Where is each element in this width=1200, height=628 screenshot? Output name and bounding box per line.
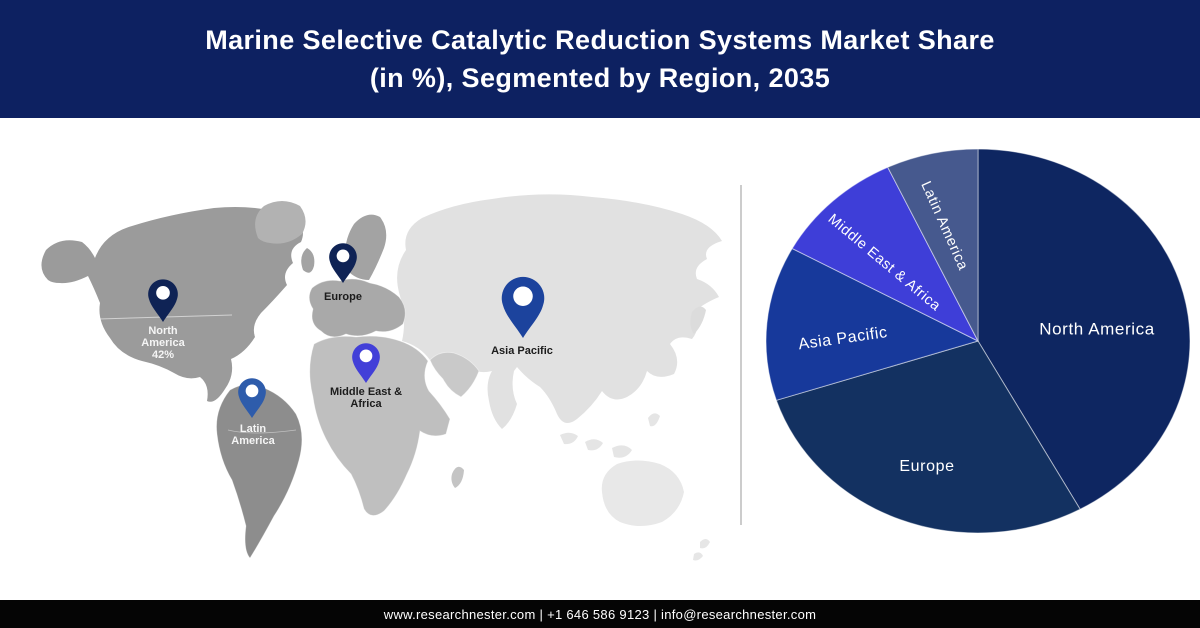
map-pin-label-middle-east-africa: Middle East &	[330, 386, 402, 398]
map-pin-label-north-america: America	[141, 337, 185, 349]
pie-slice-middle-east-africa	[791, 166, 979, 342]
pin-inner-circle	[156, 286, 170, 300]
islands-new-zealand	[693, 539, 710, 561]
map-pin-group-asia-pacific: Asia Pacific	[491, 276, 553, 357]
pin-inner-circle	[245, 384, 259, 398]
map-pin-label-asia-pacific: Asia Pacific	[491, 345, 553, 357]
island-uk	[301, 248, 315, 273]
pie-slice-label-north-america: North America	[1039, 319, 1155, 338]
location-pin-icon	[148, 279, 178, 322]
pie-slices-layer	[765, 148, 1191, 534]
pie-slice-north-america	[977, 148, 1191, 510]
location-pin-icon	[238, 378, 266, 418]
continent-asia	[397, 194, 722, 429]
pie-slice-latin-america	[887, 148, 979, 342]
continent-europe	[308, 278, 406, 338]
map-pin-label-middle-east-africa: Africa	[350, 398, 382, 410]
continents	[41, 194, 722, 561]
island-greenland	[255, 201, 306, 244]
footer-bar: www.researchnester.com | +1 646 586 9123…	[0, 600, 1200, 628]
map-pin-group-europe: Europe	[324, 243, 362, 303]
map-pin-label-europe: Europe	[324, 291, 362, 303]
pie-slice-label-europe: Europe	[899, 458, 954, 475]
island-madagascar	[451, 466, 464, 488]
pin-inner-circle	[513, 286, 533, 307]
map-pin-label-north-america: 42%	[152, 349, 174, 361]
continent-australia	[601, 460, 684, 526]
vertical-divider	[740, 185, 742, 525]
location-pin-icon	[501, 276, 545, 338]
map-pin-label-latin-america: America	[231, 435, 275, 447]
pie-slice-asia-pacific	[765, 248, 979, 401]
pin-inner-circle	[359, 349, 373, 363]
sa-border	[227, 429, 297, 434]
continent-africa	[309, 335, 451, 516]
continent-middle-east	[429, 351, 480, 398]
location-pin-icon	[329, 243, 357, 283]
main-content: North America 42% Europe Middle East & Africa…	[0, 118, 1200, 600]
map-pin-label-latin-america: Latin	[240, 423, 267, 435]
map-pin-group-middle-east-africa: Middle East &Africa	[330, 343, 402, 410]
pin-inner-circle	[336, 249, 350, 263]
island-japan	[690, 306, 706, 334]
page-title-line2: (in %), Segmented by Region, 2035	[369, 63, 831, 93]
header-banner: Marine Selective Catalytic Reduction Sys…	[0, 0, 1200, 118]
islands-southeast-asia	[560, 413, 660, 458]
page-title-line1: Marine Selective Catalytic Reduction Sys…	[205, 25, 995, 55]
location-pin-icon	[352, 343, 380, 383]
footer-contact-text: www.researchnester.com | +1 646 586 9123…	[383, 606, 817, 622]
pie-slice-europe	[775, 340, 1081, 534]
continent-south-america	[216, 384, 303, 559]
map-pin-label-north-america: North	[148, 325, 178, 337]
